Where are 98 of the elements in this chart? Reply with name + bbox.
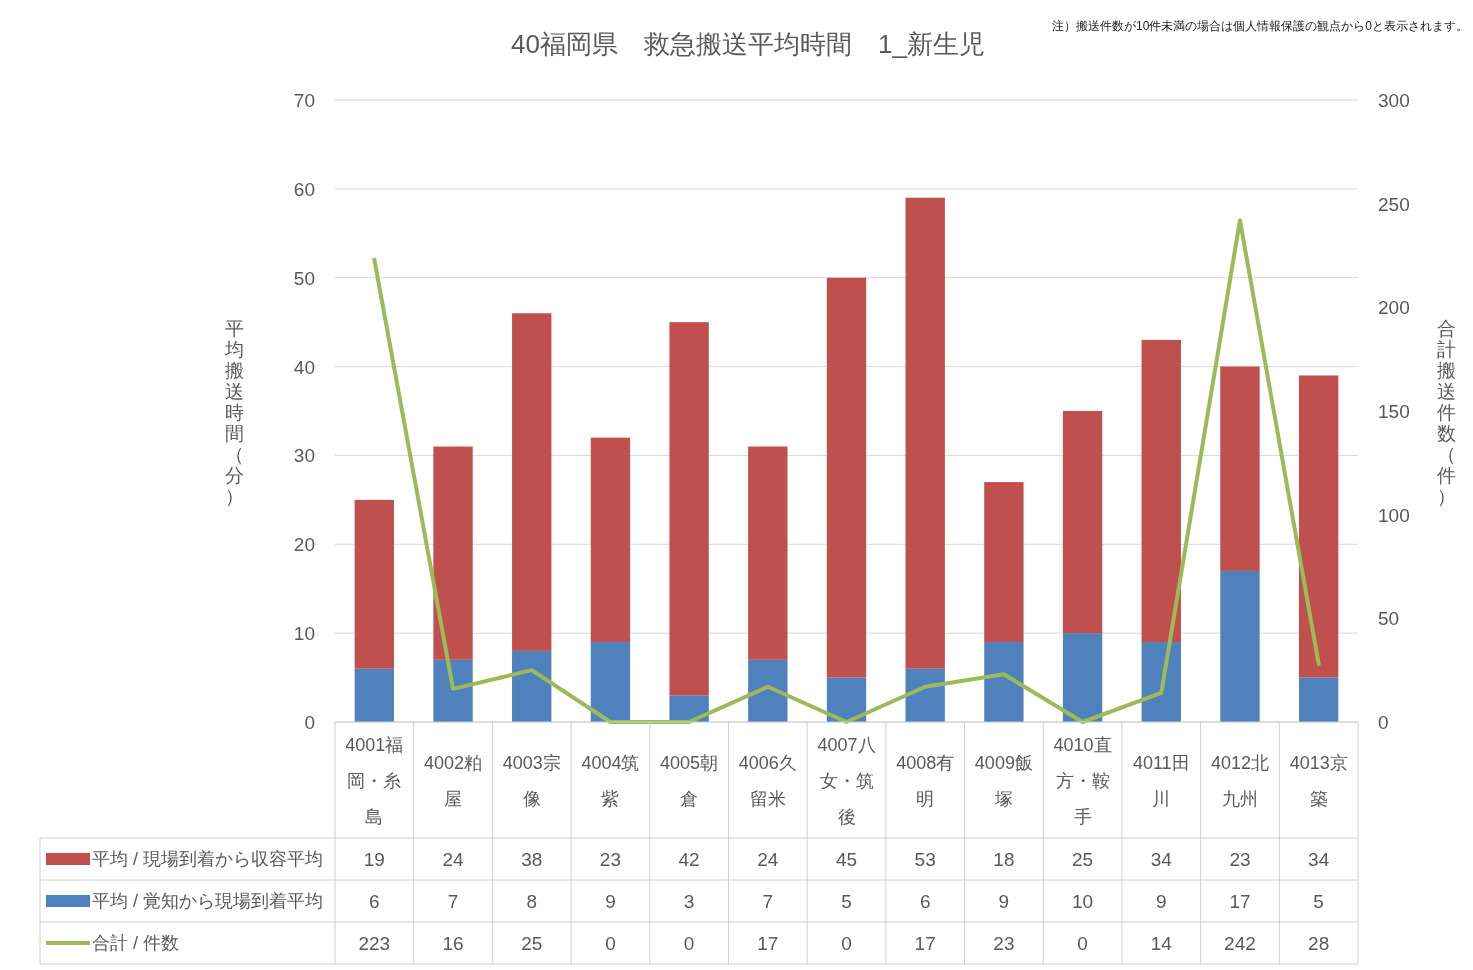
y2-tick-label: 200 xyxy=(1378,297,1410,319)
data-label: 23 xyxy=(1229,849,1251,870)
bar xyxy=(433,446,473,660)
y-tick-label: 0 xyxy=(304,712,315,733)
data-label: 7 xyxy=(762,891,774,912)
legend-label: 合計 / 件数 xyxy=(92,933,180,953)
bar xyxy=(354,668,395,722)
data-label: 53 xyxy=(914,849,936,870)
data-label: 24 xyxy=(757,849,779,870)
data-label: 223 xyxy=(358,933,391,954)
data-label: 25 xyxy=(521,933,543,954)
bar xyxy=(669,695,709,722)
data-label: 6 xyxy=(369,891,380,912)
text: 平均搬送時間（分） xyxy=(224,317,244,507)
y2-tick-label: 300 xyxy=(1378,90,1410,111)
data-label: 18 xyxy=(993,849,1015,870)
data-label: 38 xyxy=(521,849,543,870)
y-tick-label: 30 xyxy=(293,445,315,467)
bar xyxy=(748,446,788,660)
x-tick-label: 4005朝倉 xyxy=(660,753,719,809)
bar xyxy=(669,322,709,696)
y-tick-label: 60 xyxy=(293,178,315,200)
bar xyxy=(1298,375,1339,678)
y2-tick-label: 100 xyxy=(1378,504,1410,526)
data-label: 10 xyxy=(1072,891,1094,912)
x-tick-label: 4006久留米 xyxy=(738,753,797,809)
bar xyxy=(512,650,552,722)
data-label: 16 xyxy=(442,933,464,954)
bar xyxy=(1220,366,1260,571)
data-label: 34 xyxy=(1308,849,1330,870)
legend-label: 平均 / 覚知から現場到着平均 xyxy=(92,891,324,911)
x-tick-label: 4010直方・鞍手 xyxy=(1053,735,1112,827)
bar xyxy=(590,642,631,722)
bar xyxy=(354,499,395,669)
data-label: 23 xyxy=(599,849,621,870)
y-tick-label: 50 xyxy=(293,267,315,289)
data-label: 242 xyxy=(1224,933,1256,954)
x-tick-label: 4007八女・筑後 xyxy=(817,735,876,827)
y-tick-label: 70 xyxy=(293,90,315,111)
data-label: 7 xyxy=(447,891,459,912)
chart-title: 40福岡県 救急搬送平均時間 1_新生児 xyxy=(511,29,985,59)
data-label: 0 xyxy=(683,933,695,954)
y-tick-label: 20 xyxy=(293,534,315,556)
x-tick-label: 4002粕屋 xyxy=(424,753,483,809)
x-tick-label: 4013京築 xyxy=(1289,753,1348,809)
x-tick-label: 4008有明 xyxy=(896,753,955,809)
data-label: 28 xyxy=(1308,933,1330,954)
bar xyxy=(748,659,788,722)
bar xyxy=(433,659,473,722)
data-label: 17 xyxy=(1229,891,1251,912)
bar xyxy=(984,642,1024,722)
data-label: 9 xyxy=(605,891,616,912)
y-tick-label: 40 xyxy=(293,356,315,378)
bar xyxy=(1141,339,1181,643)
data-label: 23 xyxy=(993,933,1015,954)
x-tick-label: 4003宗像 xyxy=(502,753,561,809)
data-label: 34 xyxy=(1150,849,1173,870)
bar xyxy=(590,437,631,643)
data-label: 0 xyxy=(605,933,616,954)
data-label: 5 xyxy=(1313,891,1324,912)
bar xyxy=(1220,570,1260,722)
bar xyxy=(984,482,1024,643)
bar xyxy=(1298,677,1339,722)
data-label: 17 xyxy=(757,933,779,954)
data-label: 25 xyxy=(1072,849,1094,870)
data-label: 17 xyxy=(914,933,936,954)
data-label: 14 xyxy=(1150,933,1173,954)
bar xyxy=(1062,411,1103,634)
data-label: 19 xyxy=(363,849,385,870)
y2-tick-label: 0 xyxy=(1378,712,1389,733)
bar xyxy=(512,313,552,651)
y2-tick-label: 50 xyxy=(1378,608,1400,630)
data-label: 0 xyxy=(841,933,852,954)
x-tick-label: 4004筑紫 xyxy=(581,753,640,809)
y2-tick-label: 150 xyxy=(1378,401,1410,422)
data-label: 5 xyxy=(841,891,852,912)
text: 合計搬送件数（件） xyxy=(1436,317,1456,507)
bar xyxy=(826,277,867,678)
x-tick-label: 4011田川 xyxy=(1132,753,1190,809)
data-label: 45 xyxy=(835,849,858,870)
y2-tick-label: 250 xyxy=(1378,193,1410,215)
x-tick-label: 4012北九州 xyxy=(1210,753,1269,809)
data-label: 6 xyxy=(919,891,931,912)
data-label: 9 xyxy=(1155,891,1167,912)
data-label: 3 xyxy=(683,891,695,912)
data-label: 9 xyxy=(998,891,1010,912)
text: 注）搬送件数が10件未満の場合は個人情報保護の観点から0と表示されます。 xyxy=(1051,19,1468,33)
x-tick-label: 4009飯塚 xyxy=(974,753,1033,809)
data-label: 24 xyxy=(442,849,465,870)
data-label: 0 xyxy=(1077,933,1088,954)
data-label: 42 xyxy=(678,849,700,870)
x-tick-label: 4001福岡・糸島 xyxy=(345,735,404,827)
bar xyxy=(905,197,945,669)
line-series xyxy=(372,218,1321,724)
legend-label: 平均 / 現場到着から収容平均 xyxy=(92,849,324,869)
y-tick-label: 10 xyxy=(293,623,315,645)
bar xyxy=(1062,633,1103,722)
data-label: 8 xyxy=(526,891,538,912)
